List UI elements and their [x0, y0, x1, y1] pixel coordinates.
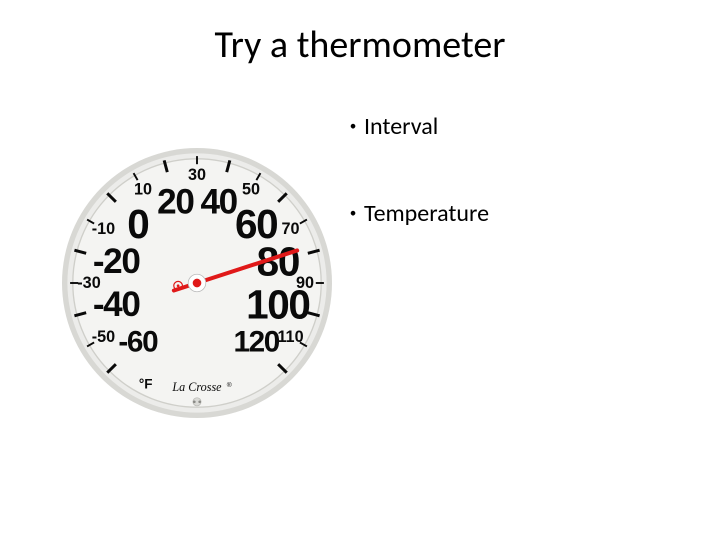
svg-text:40: 40 [200, 183, 237, 222]
svg-text:120: 120 [233, 326, 279, 359]
svg-text:-50: -50 [92, 328, 115, 346]
bullet-text: Interval [364, 112, 438, 141]
bullet-item: • Interval [342, 112, 489, 141]
svg-text:110: 110 [277, 328, 303, 346]
svg-text:10: 10 [134, 180, 152, 198]
bullet-marker: • [342, 199, 364, 227]
svg-text:®: ® [227, 381, 232, 389]
bullet-text: Temperature [364, 199, 489, 228]
svg-text:-60: -60 [118, 326, 158, 359]
svg-text:90: 90 [296, 274, 314, 292]
gauge-svg: -60-40-20020406080100120-50-30-101030507… [62, 148, 332, 418]
svg-text:°F: °F [139, 376, 153, 391]
svg-text:-10: -10 [92, 220, 115, 238]
slide-title: Try a thermometer [0, 22, 720, 68]
bullet-list: • Interval • Temperature [342, 112, 489, 228]
svg-text:50: 50 [242, 180, 260, 198]
bullet-item: • Temperature [342, 199, 489, 228]
bullet-marker: • [342, 112, 364, 140]
svg-text:-30: -30 [77, 274, 100, 292]
svg-text:0: 0 [127, 201, 148, 247]
svg-text:20: 20 [157, 183, 194, 222]
svg-text:La Crosse: La Crosse [171, 380, 222, 394]
svg-text:70: 70 [282, 220, 300, 238]
thermometer-gauge: -60-40-20020406080100120-50-30-101030507… [62, 148, 332, 418]
svg-text:30: 30 [188, 166, 206, 184]
slide: Try a thermometer • Interval • Temperatu… [0, 0, 720, 540]
